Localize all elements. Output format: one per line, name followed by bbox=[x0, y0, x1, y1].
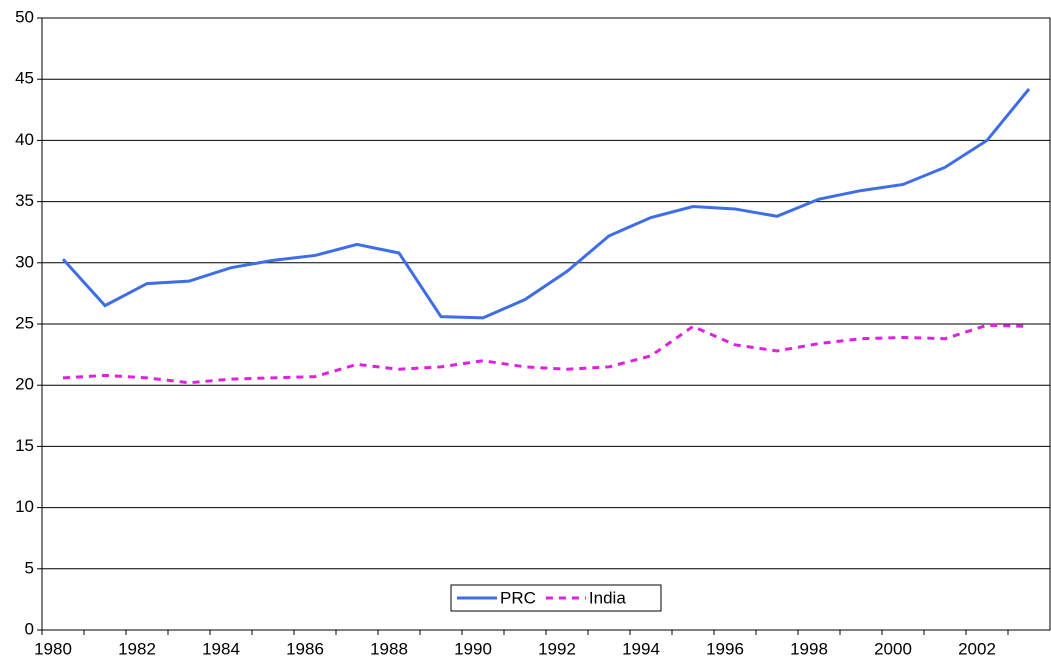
y-tick-label: 30 bbox=[15, 252, 34, 271]
x-tick-label: 1998 bbox=[790, 639, 828, 658]
y-tick-label: 25 bbox=[15, 313, 34, 332]
y-tick-label: 5 bbox=[25, 558, 34, 577]
y-tick-label: 20 bbox=[15, 375, 34, 394]
x-tick-label: 1992 bbox=[538, 639, 576, 658]
x-tick-label: 1986 bbox=[286, 639, 324, 658]
series-line bbox=[61, 88, 1031, 320]
legend: PRC India bbox=[450, 584, 662, 612]
x-tick-label: 1984 bbox=[202, 639, 240, 658]
y-tick-label: 45 bbox=[15, 69, 34, 88]
x-tick-label: 2000 bbox=[874, 639, 912, 658]
y-tick-label: 50 bbox=[15, 7, 34, 26]
y-tick-label: 15 bbox=[15, 436, 34, 455]
x-tick-label: 1982 bbox=[118, 639, 156, 658]
y-tick-label: 35 bbox=[15, 191, 34, 210]
x-tick-label: 1990 bbox=[454, 639, 492, 658]
y-tick-label: 0 bbox=[25, 619, 34, 638]
x-tick-label: 2002 bbox=[958, 639, 996, 658]
legend-label: PRC bbox=[500, 588, 536, 607]
x-tick-label: 1994 bbox=[622, 639, 660, 658]
x-tick-label: 1996 bbox=[706, 639, 744, 658]
series-line bbox=[62, 323, 1030, 385]
legend-label: India bbox=[589, 588, 626, 607]
y-tick-label: 10 bbox=[15, 497, 34, 516]
y-tick-label: 40 bbox=[15, 130, 34, 149]
x-tick-label: 1988 bbox=[370, 639, 408, 658]
x-tick-label: 1980 bbox=[34, 639, 72, 658]
